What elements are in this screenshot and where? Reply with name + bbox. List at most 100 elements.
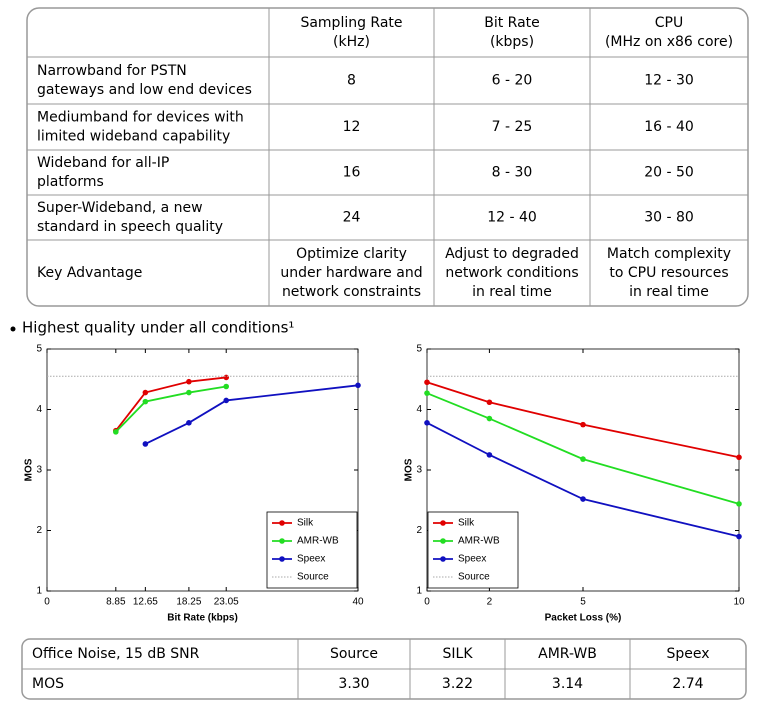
y-tick-label: 3 <box>36 465 42 476</box>
series-line <box>426 422 740 538</box>
legend-label: AMR-WB <box>297 536 339 547</box>
x-axis-label: Bit Rate (kbps) <box>167 613 238 624</box>
x-tick-label: 2 <box>487 597 493 608</box>
legend-label: Speex <box>297 554 325 565</box>
point <box>223 383 230 390</box>
table-border <box>26 7 749 307</box>
cell-text: CPU <box>655 15 683 31</box>
x-tick-label: 12.65 <box>133 597 158 608</box>
cell-text: Optimize clarity <box>296 246 407 262</box>
cell-text: 12 <box>343 119 361 135</box>
x-tick-label: 18.25 <box>176 597 201 608</box>
legend-label: Source <box>297 572 329 583</box>
point <box>186 389 192 396</box>
cell-text: Super-Wideband, a new <box>37 200 203 216</box>
y-tick-label: 2 <box>36 525 42 536</box>
cell-text: to CPU resources <box>609 265 728 281</box>
point <box>424 390 430 396</box>
point <box>142 398 149 405</box>
cell-text: 3.14 <box>552 676 583 692</box>
point <box>223 397 230 404</box>
x-tick-label: 10 <box>733 597 745 608</box>
cell-text: Match complexity <box>607 246 731 262</box>
cell-text: 30 - 80 <box>644 210 694 226</box>
cell-text: (kbps) <box>490 34 534 50</box>
cell-text: 8 <box>347 73 356 89</box>
legend-label: Silk <box>458 518 475 529</box>
x-tick-label: 23.05 <box>214 597 239 608</box>
legend-marker <box>279 538 285 544</box>
x-tick-label: 0 <box>424 597 430 608</box>
x-tick-label: 5 <box>580 597 586 608</box>
point <box>580 496 586 502</box>
cell-text: under hardware and <box>280 265 422 281</box>
cell-text: network conditions <box>445 265 578 281</box>
y-tick-label: 2 <box>416 525 422 536</box>
cell-text: standard in speech quality <box>37 219 223 235</box>
y-tick-label: 5 <box>36 344 42 355</box>
cell-text: 12 - 30 <box>644 73 694 89</box>
cell-text: Mediumband for devices with <box>37 110 244 126</box>
legend-marker <box>279 556 285 562</box>
legend-marker <box>279 520 285 526</box>
cell-text: 12 - 40 <box>487 210 537 226</box>
legend-label: Source <box>458 572 490 583</box>
y-tick-label: 1 <box>36 586 42 597</box>
x-tick-label: 0 <box>44 597 50 608</box>
point <box>424 420 430 426</box>
point <box>736 454 742 461</box>
point <box>142 389 149 396</box>
cell-text: Sampling Rate <box>300 15 402 31</box>
point <box>424 379 430 386</box>
cell-text: (MHz on x86 core) <box>605 34 733 50</box>
cell-text: 8 - 30 <box>492 165 533 181</box>
y-tick-label: 4 <box>36 404 42 415</box>
point <box>223 374 230 381</box>
cell-text: 24 <box>343 210 361 226</box>
cell-text: SILK <box>443 646 474 662</box>
x-tick-label: 8.85 <box>106 597 126 608</box>
cell-text: (kHz) <box>333 34 370 50</box>
y-axis-label: MOS <box>24 458 35 481</box>
cell-text: 16 - 40 <box>644 119 694 135</box>
cell-text: Narrowband for PSTN <box>37 63 187 79</box>
cell-text: gateways and low end devices <box>37 82 252 98</box>
series-line <box>426 392 740 505</box>
point <box>186 420 192 426</box>
point <box>580 456 586 462</box>
cell-text: in real time <box>629 284 709 300</box>
cell-text: in real time <box>472 284 552 300</box>
point <box>142 441 149 447</box>
point <box>736 501 742 507</box>
cell-text: network constraints <box>282 284 421 300</box>
point <box>113 429 119 435</box>
cell-text: Bit Rate <box>484 15 540 31</box>
cell-text: Source <box>330 646 378 662</box>
point <box>355 382 361 389</box>
x-axis-label: Packet Loss (%) <box>545 613 622 624</box>
legend-label: AMR-WB <box>458 536 500 547</box>
point <box>486 415 493 422</box>
legend-marker <box>440 538 446 544</box>
cell-text: 3.30 <box>338 676 369 692</box>
cell-text: AMR-WB <box>538 646 597 662</box>
cell-text: Wideband for all-IP <box>37 155 169 171</box>
legend-marker <box>440 556 446 562</box>
cell-text: 16 <box>343 165 361 181</box>
series-line <box>426 381 740 459</box>
cell-text: 2.74 <box>672 676 703 692</box>
y-axis-label: MOS <box>404 458 415 481</box>
point <box>186 378 192 385</box>
y-tick-label: 3 <box>416 465 422 476</box>
y-tick-label: 1 <box>416 586 422 597</box>
point <box>486 399 493 406</box>
cell-text: Adjust to degraded <box>445 246 579 262</box>
point <box>736 533 742 540</box>
cell-text: platforms <box>37 174 104 190</box>
bullet-text: Highest quality under all conditions¹ <box>22 319 294 337</box>
x-tick-label: 40 <box>352 597 364 608</box>
y-tick-label: 5 <box>416 344 422 355</box>
cell-text: 3.22 <box>442 676 473 692</box>
cell-text: 20 - 50 <box>644 165 694 181</box>
